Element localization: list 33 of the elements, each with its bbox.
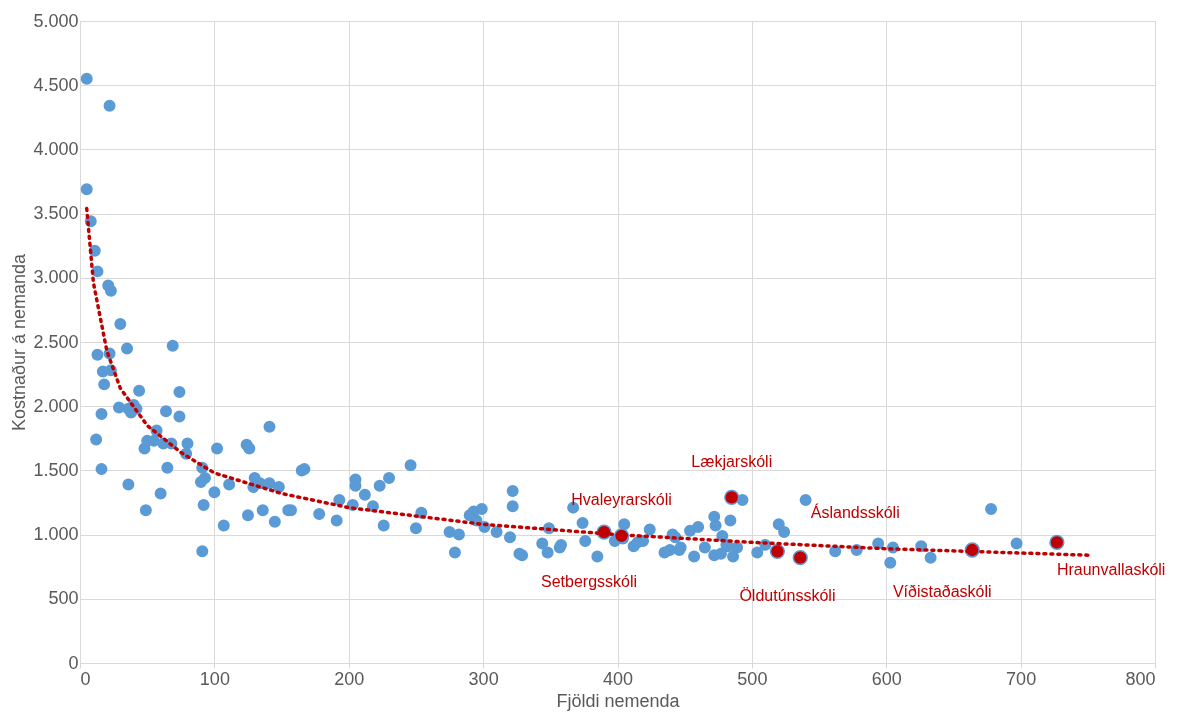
line-series xyxy=(84,206,1090,557)
x-tick-label: 800 xyxy=(1125,668,1156,689)
y-tick-label: 0 xyxy=(68,652,79,673)
y-tick-label: 500 xyxy=(48,588,79,609)
annotation: Hvaleyrarskóli xyxy=(571,490,672,508)
y-tick-label: 5.000 xyxy=(33,10,79,31)
annotation: Víðistaðaskóli xyxy=(892,583,992,601)
y-tick-label: 3.500 xyxy=(33,203,79,224)
point xyxy=(724,489,740,505)
point xyxy=(769,543,786,559)
point xyxy=(1049,534,1065,550)
x-tick-label: 200 xyxy=(334,668,365,689)
x-tick-label: 400 xyxy=(602,668,634,689)
annotation: Lækjarskóli xyxy=(691,453,773,471)
y-tick-label: 1.000 xyxy=(33,524,79,545)
annotation: Áslandsskóli xyxy=(810,502,900,521)
annotation: Setbergsskóli xyxy=(541,573,638,591)
y-tick-label: 2.500 xyxy=(33,331,79,352)
y-axis-title: Kostnaður á nemanda xyxy=(9,252,30,432)
point xyxy=(792,550,808,566)
y-tick-label: 3.000 xyxy=(33,267,79,288)
y-tick-label: 4.000 xyxy=(33,138,79,159)
annotation: Hraunvallaskóli xyxy=(1056,561,1166,579)
x-tick-label: 700 xyxy=(1006,668,1037,689)
x-tick-label: 300 xyxy=(468,668,499,689)
y-tick-label: 2.000 xyxy=(33,395,79,416)
x-tick-label: 500 xyxy=(737,668,768,689)
y-tick-label: 4.500 xyxy=(33,74,79,95)
annotation: Öldutúnsskóli xyxy=(739,587,836,605)
x-tick-label: 100 xyxy=(199,668,230,689)
x-tick-label: 600 xyxy=(871,668,902,689)
x-axis-title: Fjöldi nemenda xyxy=(556,690,681,711)
y-tick-label: 1.500 xyxy=(33,459,79,480)
